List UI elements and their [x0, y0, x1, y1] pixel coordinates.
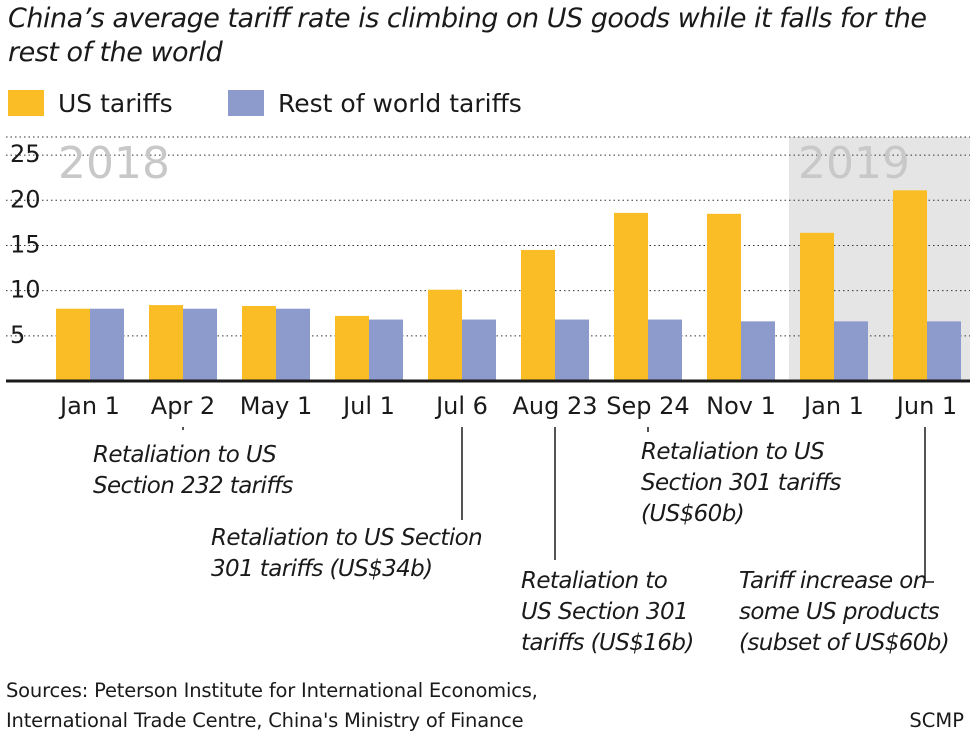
y-tick-label-5: 5 — [10, 321, 25, 349]
legend-item-rest-of-world: Rest of world tariffs — [228, 88, 522, 120]
bar-row-5 — [555, 319, 589, 381]
sources: Sources: Peterson Institute for Internat… — [6, 676, 538, 736]
chart-title: China’s average tariff rate is climbing … — [8, 3, 927, 68]
x-tick-label-3: Jul 1 — [341, 392, 395, 420]
y-tick-label-15: 15 — [10, 230, 41, 258]
y-tick-label-25: 25 — [10, 140, 41, 168]
x-tick-label-0: Jan 1 — [58, 392, 120, 420]
bar-row-8 — [834, 321, 868, 381]
x-tick-label-9: Jun 1 — [895, 392, 957, 420]
legend-item-us-tariffs: US tariffs — [8, 88, 173, 120]
year-label-2019: 2019 — [798, 138, 910, 189]
bar-row-0 — [90, 308, 124, 381]
x-tick-label-8: Jan 1 — [802, 392, 864, 420]
year-label-2018: 2018 — [58, 138, 170, 189]
annotation-2-line-1: US Section 301 — [521, 599, 689, 625]
annotation-4: Tariff increase on some US products (subse… — [739, 566, 950, 659]
bar-us-9 — [893, 190, 927, 381]
x-tick-label-6: Sep 24 — [606, 392, 689, 420]
legend-swatch-us-tariffs — [8, 90, 44, 116]
bar-row-1 — [183, 308, 217, 381]
bar-us-0 — [56, 308, 90, 381]
bar-us-6 — [614, 212, 648, 381]
annotation-2-line-2: tariffs (US$16b) — [521, 630, 694, 656]
annotation-4-line-0: Tariff increase on — [739, 568, 927, 594]
legend-label-rest-of-world: Rest of world tariffs — [278, 89, 522, 118]
annotation-1-line-1: 301 tariffs (US$34b) — [211, 556, 433, 582]
sources-line-1: Sources: Peterson Institute for Internat… — [6, 679, 538, 702]
x-tick-label-1: Apr 2 — [151, 392, 215, 420]
bar-row-4 — [462, 319, 496, 381]
bar-row-7 — [741, 321, 775, 381]
bar-us-7 — [707, 213, 741, 381]
y-tick-label-10: 10 — [10, 276, 41, 304]
annotation-2: Retaliation to US Section 301 tariffs (US$… — [521, 566, 694, 659]
bar-us-4 — [428, 289, 462, 381]
legend-label-us-tariffs: US tariffs — [58, 89, 173, 118]
annotation-3-line-0: Retaliation to US — [641, 439, 825, 465]
annotation-4-line-2: (subset of US$60b) — [739, 630, 950, 656]
bar-us-1 — [149, 305, 183, 381]
annotation-0-line-1: Section 232 tariffs — [93, 473, 293, 499]
bar-us-8 — [800, 232, 834, 381]
bar-row-3 — [369, 319, 403, 381]
x-tick-label-7: Nov 1 — [706, 392, 776, 420]
annotation-2-line-0: Retaliation to — [521, 568, 668, 594]
annotation-1: Retaliation to US Section 301 tariffs (US… — [211, 523, 483, 585]
bar-row-2 — [276, 308, 310, 381]
annotation-1-line-0: Retaliation to US Section — [211, 525, 483, 551]
sources-line-2: International Trade Centre, China's Mini… — [6, 709, 524, 732]
x-tick-label-5: Aug 23 — [512, 392, 597, 420]
y-tick-label-20: 20 — [10, 185, 41, 213]
bar-us-3 — [335, 315, 369, 381]
bar-row-9 — [927, 321, 961, 381]
annotation-3-line-1: Section 301 tariffs — [641, 470, 841, 496]
legend-swatch-rest-of-world — [228, 90, 264, 116]
credit: SCMP — [909, 709, 964, 732]
annotation-3-line-2: (US$60b) — [641, 501, 745, 527]
bar-row-6 — [648, 319, 682, 381]
x-tick-label-2: May 1 — [240, 392, 313, 420]
x-tick-label-4: Jul 6 — [434, 392, 488, 420]
annotation-0-line-0: Retaliation to US — [93, 442, 277, 468]
bar-us-5 — [521, 249, 555, 381]
annotation-4-line-1: some US products — [739, 599, 940, 625]
annotation-3: Retaliation to US Section 301 tariffs (US$… — [641, 437, 841, 530]
annotation-0: Retaliation to US Section 232 tariffs — [93, 440, 293, 502]
bar-us-2 — [242, 305, 276, 381]
